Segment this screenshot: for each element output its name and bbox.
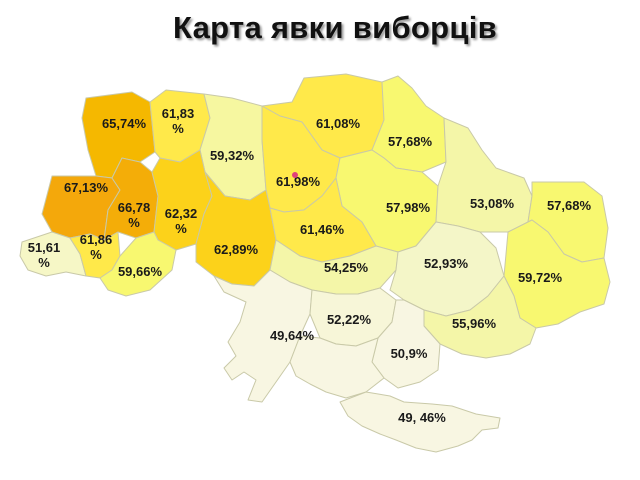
turnout-label-crimea: 49, 46%: [398, 410, 446, 425]
region-kherson: [289, 335, 385, 399]
turnout-label-line: 55,96%: [452, 316, 497, 331]
turnout-label-line: %: [175, 221, 187, 236]
turnout-label-line: 61,83: [162, 106, 195, 121]
turnout-label-line: 61,46%: [300, 222, 345, 237]
turnout-label-cherkasy: 61,46%: [300, 222, 345, 237]
turnout-label-poltava: 57,98%: [386, 200, 431, 215]
turnout-label-kyiv: 61,98%: [276, 174, 321, 189]
turnout-label-line: 49, 46%: [398, 410, 446, 425]
turnout-label-line: 52,22%: [327, 312, 372, 327]
turnout-label-line: 62,32: [165, 206, 198, 221]
turnout-label-chernivtsi: 59,66%: [118, 264, 163, 279]
turnout-label-line: %: [128, 215, 140, 230]
turnout-label-line: %: [38, 255, 50, 270]
turnout-label-line: 61,98%: [276, 174, 321, 189]
turnout-label-line: 61,08%: [316, 116, 361, 131]
turnout-label-line: 66,78: [118, 200, 151, 215]
turnout-label-line: 59,66%: [118, 264, 163, 279]
turnout-label-rivne: 61,83%: [162, 106, 195, 136]
turnout-label-ternopil: 66,78%: [118, 200, 151, 230]
region-crimea: [339, 391, 501, 453]
turnout-label-line: 53,08%: [470, 196, 515, 211]
turnout-label-line: 50,9%: [391, 346, 428, 361]
turnout-label-kharkiv: 57,68%: [547, 198, 592, 213]
region-odesa: [213, 269, 313, 403]
region-donetsk: [423, 275, 537, 359]
turnout-label-line: 57,68%: [547, 198, 592, 213]
turnout-label-line: 54,25%: [324, 260, 369, 275]
turnout-label-donetsk: 55,96%: [452, 316, 497, 331]
turnout-label-ivano-frankivsk: 61,86%: [80, 232, 113, 262]
turnout-label-zhytomyr: 59,32%: [210, 148, 255, 163]
region-chernivtsi: [99, 231, 177, 297]
region-zakarpattia: [19, 231, 87, 277]
region-sumy: [435, 117, 533, 233]
turnout-label-line: 65,74%: [102, 116, 147, 131]
turnout-label-luhansk: 59,72%: [518, 270, 563, 285]
turnout-label-line: 67,13%: [64, 180, 109, 195]
capital-marker: [292, 172, 298, 178]
turnout-label-lviv: 67,13%: [64, 180, 109, 195]
turnout-label-line: 62,89%: [214, 242, 259, 257]
turnout-label-kyiv-north: 61,08%: [316, 116, 361, 131]
turnout-label-line: 52,93%: [424, 256, 469, 271]
map-title: Карта явки виборців: [173, 10, 497, 45]
turnout-label-line: 59,32%: [210, 148, 255, 163]
turnout-label-line: 61,86: [80, 232, 113, 247]
region-chernihiv: [371, 75, 447, 173]
turnout-label-khmelnytskyi: 62,32%: [165, 206, 198, 236]
turnout-label-zakarpattia: 51,61%: [28, 240, 61, 270]
turnout-label-vinnytsia: 62,89%: [214, 242, 259, 257]
turnout-label-line: 59,72%: [518, 270, 563, 285]
turnout-label-chernihiv: 57,68%: [388, 134, 433, 149]
turnout-label-line: 57,98%: [386, 200, 431, 215]
turnout-label-line: %: [90, 247, 102, 262]
turnout-label-line: %: [172, 121, 184, 136]
turnout-label-line: 51,61: [28, 240, 61, 255]
turnout-label-volyn: 65,74%: [102, 116, 147, 131]
turnout-label-zaporizhzhia: 50,9%: [391, 346, 428, 361]
turnout-label-kirovohrad: 54,25%: [324, 260, 369, 275]
turnout-label-sumy: 53,08%: [470, 196, 515, 211]
turnout-label-dnipro: 52,93%: [424, 256, 469, 271]
turnout-label-odesa: 49,64%: [270, 328, 315, 343]
turnout-label-line: 49,64%: [270, 328, 315, 343]
turnout-label-mykolaiv: 52,22%: [327, 312, 372, 327]
turnout-label-line: 57,68%: [388, 134, 433, 149]
